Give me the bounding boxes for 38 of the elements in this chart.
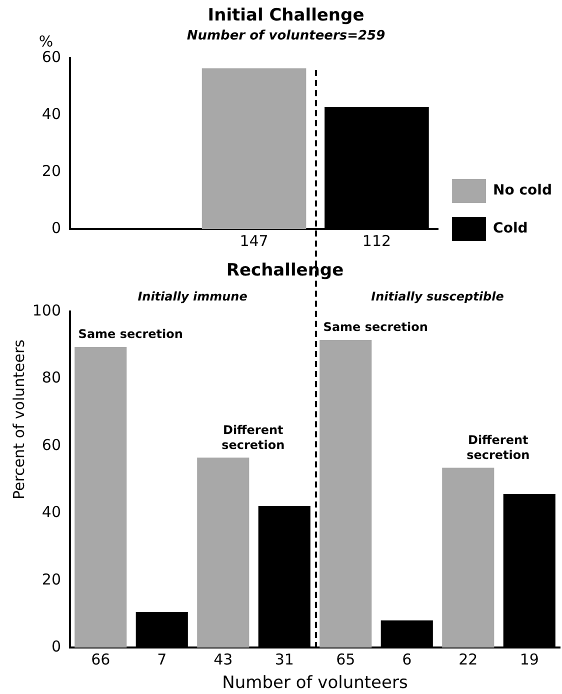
bar <box>74 347 127 648</box>
y-tick-label: 100 <box>32 301 61 320</box>
chart-subtitle: Number of volunteers=259 <box>186 28 386 44</box>
y-tick-label: 20 <box>42 570 61 588</box>
legend-label: Cold <box>493 220 528 237</box>
y-tick-label: 0 <box>51 637 61 656</box>
y-tick-label: 60 <box>42 436 61 454</box>
annotation: Different secretion <box>222 422 285 452</box>
y-tick-label: 60 <box>42 48 61 66</box>
x-tick-label: 31 <box>274 650 294 668</box>
chart-title: Initial Challenge <box>208 6 364 26</box>
y-tick-label: 20 <box>42 162 61 180</box>
x-tick-label: 43 <box>214 650 233 668</box>
y-axis-title: % <box>38 32 54 50</box>
legend-label: No cold <box>493 182 552 199</box>
x-tick-label: 147 <box>240 232 268 250</box>
y-tick-label: 40 <box>42 503 61 522</box>
bar <box>320 340 372 648</box>
x-tick-label: 7 <box>157 650 167 668</box>
x-tick-label: 6 <box>402 650 412 668</box>
x-tick-label: 112 <box>362 232 392 250</box>
annotation: Same secretion <box>78 327 183 342</box>
x-tick-label: 22 <box>458 650 478 668</box>
bar <box>197 458 250 648</box>
chart-title: Rechallenge <box>226 260 344 281</box>
y-tick-label: 40 <box>42 104 61 123</box>
x-tick-label: 66 <box>91 650 110 668</box>
x-axis-title: Number of volunteers <box>222 673 408 694</box>
text: Initially susceptible <box>371 290 504 304</box>
x-tick-label: 65 <box>336 650 356 668</box>
x-tick-label: 19 <box>520 650 539 668</box>
y-tick-label: 80 <box>42 368 61 387</box>
annotation: Different secretion <box>466 432 530 462</box>
y-tick-label: 0 <box>51 218 61 237</box>
bar <box>442 468 494 648</box>
text: Initially immune <box>138 290 248 304</box>
y-axis-title: Percent of volunteers <box>10 339 28 500</box>
annotation: Same secretion <box>323 320 428 334</box>
